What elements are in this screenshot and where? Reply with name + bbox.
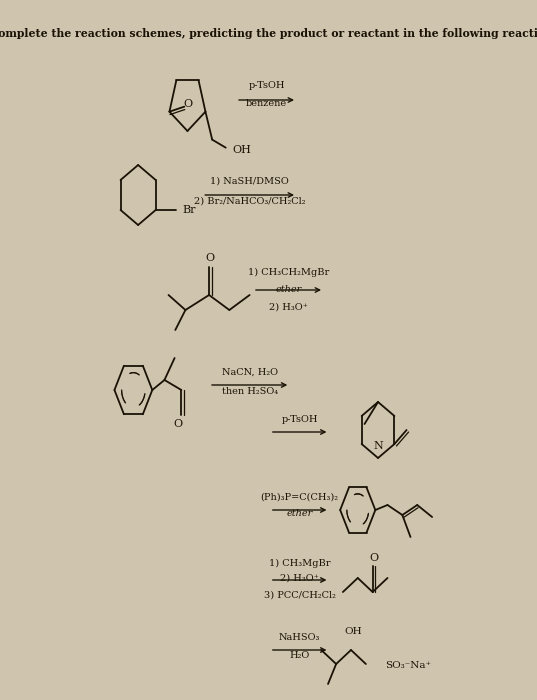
Text: 1) CH₃MgBr: 1) CH₃MgBr xyxy=(269,559,330,568)
Text: OH: OH xyxy=(344,627,362,636)
Text: O: O xyxy=(369,553,379,563)
Text: NaCN, H₂O: NaCN, H₂O xyxy=(222,368,278,377)
Text: SO₃⁻Na⁺: SO₃⁻Na⁺ xyxy=(385,662,431,671)
Text: NaHSO₃: NaHSO₃ xyxy=(279,634,321,643)
Text: (Ph)₃P=C(CH₃)₂: (Ph)₃P=C(CH₃)₂ xyxy=(260,493,339,501)
Text: Br: Br xyxy=(183,205,196,215)
Text: 2) H₃O⁺: 2) H₃O⁺ xyxy=(270,302,308,312)
Text: O: O xyxy=(173,419,183,429)
Text: p-TsOH: p-TsOH xyxy=(248,81,285,90)
Text: ether: ether xyxy=(275,284,302,293)
Text: 1) CH₃CH₂MgBr: 1) CH₃CH₂MgBr xyxy=(248,267,330,276)
Text: O: O xyxy=(206,253,215,263)
Text: O: O xyxy=(184,99,193,108)
Text: H₂O: H₂O xyxy=(289,650,310,659)
Text: 2) Br₂/NaHCO₃/CH₂Cl₂: 2) Br₂/NaHCO₃/CH₂Cl₂ xyxy=(194,197,306,206)
Text: p-TsOH: p-TsOH xyxy=(281,416,318,424)
Text: N: N xyxy=(373,441,383,451)
Text: 1) NaSH/DMSO: 1) NaSH/DMSO xyxy=(211,176,289,186)
Text: ether: ether xyxy=(287,510,313,519)
Text: benzene: benzene xyxy=(246,99,287,108)
Text: 4) Complete the reaction schemes, predicting the product or reactant in the foll: 4) Complete the reaction schemes, predic… xyxy=(0,28,537,39)
Text: 2) H₃O⁺: 2) H₃O⁺ xyxy=(280,573,319,582)
Text: 3) PCC/CH₂Cl₂: 3) PCC/CH₂Cl₂ xyxy=(264,591,336,599)
Text: OH: OH xyxy=(233,145,251,155)
Text: then H₂SO₄: then H₂SO₄ xyxy=(222,388,278,396)
